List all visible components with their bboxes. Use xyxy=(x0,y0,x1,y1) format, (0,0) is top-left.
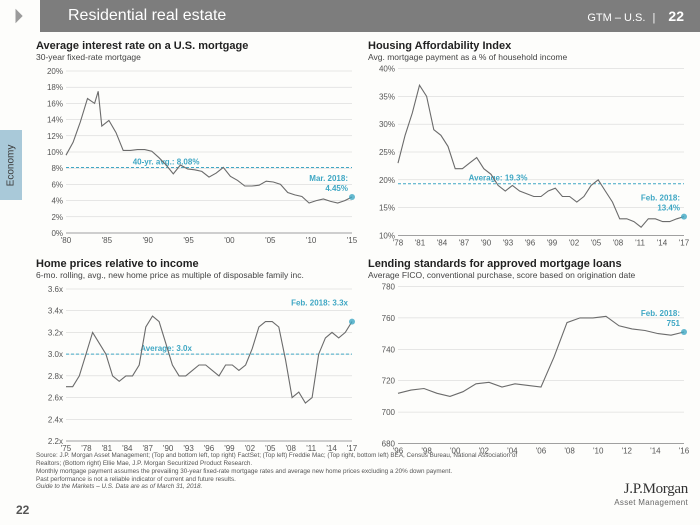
svg-text:'14: '14 xyxy=(650,447,661,456)
logo-line2: Asset Management xyxy=(614,498,688,507)
svg-text:'11: '11 xyxy=(635,239,645,248)
svg-text:'96: '96 xyxy=(525,239,536,248)
svg-text:'12: '12 xyxy=(622,447,633,456)
svg-text:'17: '17 xyxy=(679,239,690,248)
chart-subtitle: 6-mo. rolling, avg., new home price as m… xyxy=(36,270,358,280)
chart-grid: Average interest rate on a U.S. mortgage… xyxy=(36,40,690,450)
header-chevron-icon xyxy=(0,0,40,32)
page-number-bottom: 22 xyxy=(16,503,29,517)
svg-text:25%: 25% xyxy=(379,148,395,157)
svg-text:35%: 35% xyxy=(379,92,395,101)
chart-subtitle: 30-year fixed-rate mortgage xyxy=(36,52,358,62)
page-header: Residential real estate GTM – U.S. | 22 xyxy=(40,0,700,32)
chart-panel-lending-standards: Lending standards for approved mortgage … xyxy=(368,258,690,460)
svg-text:15%: 15% xyxy=(379,204,395,213)
chart-area: 10%15%20%25%30%35%40%'78'81'84'87'90'93'… xyxy=(368,64,690,252)
brand-logo: J.P.Morgan Asset Management xyxy=(614,481,688,507)
chart-title: Average interest rate on a U.S. mortgage xyxy=(36,40,358,52)
category-label: Economy xyxy=(6,144,17,186)
category-side-tab: Economy xyxy=(0,130,22,200)
svg-text:4.45%: 4.45% xyxy=(325,184,348,193)
svg-text:'95: '95 xyxy=(183,236,194,245)
svg-text:'16: '16 xyxy=(679,447,690,456)
svg-text:760: 760 xyxy=(382,314,396,323)
svg-text:8%: 8% xyxy=(51,164,63,173)
svg-text:'99: '99 xyxy=(547,239,558,248)
header-page-number: 22 xyxy=(668,8,684,24)
svg-text:'81: '81 xyxy=(415,239,426,248)
svg-text:740: 740 xyxy=(382,345,396,354)
svg-text:Average: 19.3%: Average: 19.3% xyxy=(469,174,528,183)
svg-text:14%: 14% xyxy=(47,116,63,125)
svg-text:2.8x: 2.8x xyxy=(48,372,63,381)
svg-text:'06: '06 xyxy=(536,447,547,456)
footnotes: Source: J.P. Morgan Asset Management; (T… xyxy=(36,452,536,491)
chart-panel-price-income: Home prices relative to income 6-mo. rol… xyxy=(36,258,358,460)
svg-text:Feb. 2018:: Feb. 2018: xyxy=(641,309,680,318)
svg-text:'93: '93 xyxy=(503,239,514,248)
svg-text:13.4%: 13.4% xyxy=(657,204,680,213)
svg-text:4%: 4% xyxy=(51,197,63,206)
svg-text:'14: '14 xyxy=(657,239,668,248)
svg-text:'80: '80 xyxy=(61,236,72,245)
page-title: Residential real estate xyxy=(40,7,587,25)
logo-line1: J.P.Morgan xyxy=(614,481,688,498)
chart-title: Housing Affordability Index xyxy=(368,40,690,52)
svg-text:'10: '10 xyxy=(306,236,317,245)
chart-panel-affordability: Housing Affordability Index Avg. mortgag… xyxy=(368,40,690,252)
svg-text:'87: '87 xyxy=(459,239,470,248)
svg-text:'02: '02 xyxy=(569,239,580,248)
svg-text:2.4x: 2.4x xyxy=(48,415,63,424)
svg-text:Mar. 2018:: Mar. 2018: xyxy=(309,174,348,183)
svg-text:'84: '84 xyxy=(437,239,448,248)
svg-text:18%: 18% xyxy=(47,83,63,92)
svg-text:'05: '05 xyxy=(591,239,602,248)
chart-area: 0%2%4%6%8%10%12%14%16%18%20%'80'85'90'95… xyxy=(36,64,358,252)
svg-text:20%: 20% xyxy=(379,176,395,185)
svg-text:3.0x: 3.0x xyxy=(48,350,63,359)
svg-text:700: 700 xyxy=(382,408,396,417)
chart-panel-mortgage-rate: Average interest rate on a U.S. mortgage… xyxy=(36,40,358,252)
svg-text:720: 720 xyxy=(382,377,396,386)
svg-text:Feb. 2018: 3.3x: Feb. 2018: 3.3x xyxy=(291,299,348,308)
svg-text:'85: '85 xyxy=(102,236,113,245)
svg-text:'00: '00 xyxy=(224,236,235,245)
svg-text:'10: '10 xyxy=(593,447,604,456)
chart-area: 2.2x2.4x2.6x2.8x3.0x3.2x3.4x3.6x'75'78'8… xyxy=(36,282,358,460)
svg-text:'08: '08 xyxy=(564,447,575,456)
svg-text:'15: '15 xyxy=(347,236,358,245)
chart-area: 680700720740760780'96'98'00'02'04'06'08'… xyxy=(368,282,690,460)
svg-text:751: 751 xyxy=(667,319,681,328)
svg-text:6%: 6% xyxy=(51,180,63,189)
svg-text:2.6x: 2.6x xyxy=(48,394,63,403)
svg-text:2%: 2% xyxy=(51,213,63,222)
svg-text:16%: 16% xyxy=(47,99,63,108)
svg-text:3.4x: 3.4x xyxy=(48,307,63,316)
svg-text:30%: 30% xyxy=(379,120,395,129)
svg-text:3.2x: 3.2x xyxy=(48,328,63,337)
chart-subtitle: Avg. mortgage payment as a % of househol… xyxy=(368,52,690,62)
chart-title: Lending standards for approved mortgage … xyxy=(368,258,690,270)
svg-text:20%: 20% xyxy=(47,67,63,76)
header-meta: GTM – U.S. | 22 xyxy=(587,8,684,24)
svg-text:'90: '90 xyxy=(481,239,492,248)
chart-subtitle: Average FICO, conventional purchase, sco… xyxy=(368,270,690,280)
header-source-label: GTM – U.S. xyxy=(587,12,645,24)
svg-text:'05: '05 xyxy=(265,236,276,245)
svg-text:40%: 40% xyxy=(379,65,395,74)
svg-text:10%: 10% xyxy=(47,148,63,157)
chart-title: Home prices relative to income xyxy=(36,258,358,270)
svg-text:3.6x: 3.6x xyxy=(48,285,63,294)
svg-text:'90: '90 xyxy=(142,236,153,245)
svg-text:'08: '08 xyxy=(613,239,624,248)
svg-text:Feb. 2018:: Feb. 2018: xyxy=(641,194,680,203)
svg-text:'78: '78 xyxy=(393,239,404,248)
svg-text:12%: 12% xyxy=(47,132,63,141)
svg-text:780: 780 xyxy=(382,283,396,292)
